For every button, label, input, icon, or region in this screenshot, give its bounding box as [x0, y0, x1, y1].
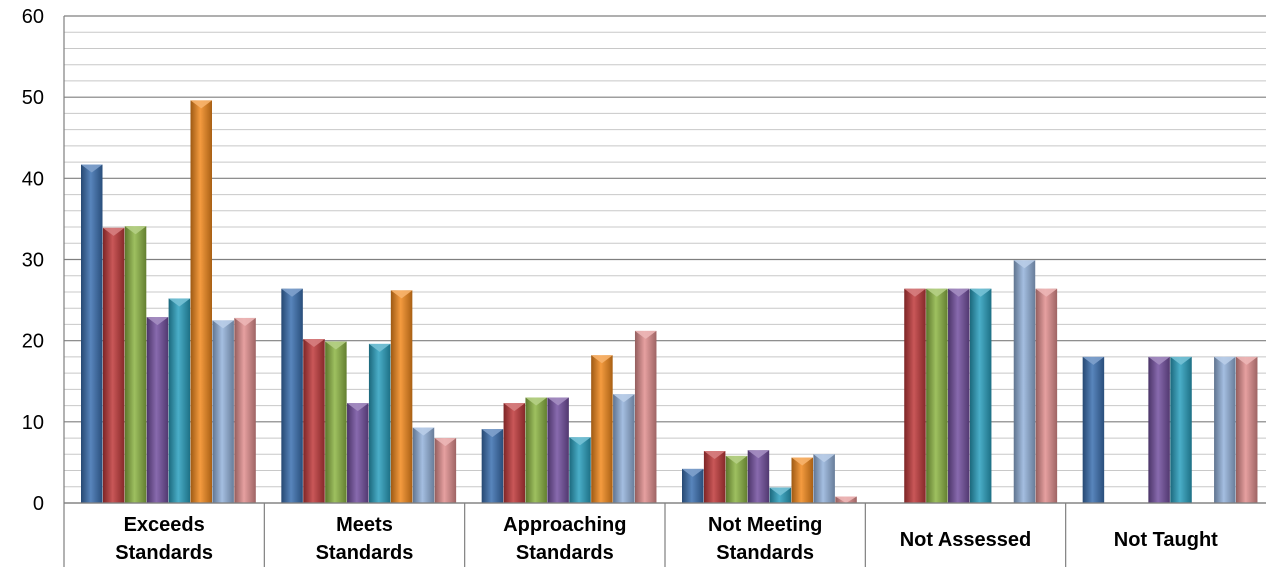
- bar: [569, 437, 591, 503]
- bar: [703, 451, 726, 503]
- bar: [769, 487, 792, 503]
- x-category-label: Not Meeting Standards: [708, 514, 822, 564]
- y-tick-label: 40: [22, 168, 44, 190]
- bar: [525, 397, 547, 503]
- bar: [1235, 356, 1258, 503]
- bar: [503, 403, 526, 503]
- bar: [1170, 356, 1192, 503]
- x-category-label: Approaching Standards: [503, 514, 626, 564]
- bar: [368, 343, 391, 503]
- bar: [969, 288, 992, 503]
- bar: [1148, 356, 1170, 503]
- bar: [682, 468, 704, 503]
- bar: [234, 317, 256, 503]
- bar: [481, 429, 504, 503]
- bar: [1035, 288, 1058, 503]
- y-tick-label: 0: [33, 493, 44, 515]
- bar: [1082, 356, 1105, 503]
- bar: [303, 339, 325, 503]
- bar: [591, 355, 613, 503]
- y-tick-label: 10: [22, 412, 44, 434]
- x-category-label: Not Taught: [1114, 529, 1218, 551]
- y-axis-ticks: 0 10 20 30 40 50 60: [22, 6, 44, 515]
- bar: [190, 100, 212, 503]
- bar: [1214, 356, 1236, 503]
- bar: [1013, 260, 1036, 503]
- bar: [835, 496, 857, 503]
- bar: [613, 394, 635, 503]
- bar: [813, 454, 835, 503]
- y-tick-label: 20: [22, 331, 44, 353]
- x-category-label: Meets Standards: [316, 514, 414, 564]
- axes-group: [63, 16, 1266, 567]
- x-category-label: Not Assessed: [900, 529, 1032, 551]
- bar: [926, 288, 948, 503]
- bar: [434, 438, 457, 503]
- bar: [212, 320, 234, 503]
- y-tick-label: 60: [22, 6, 44, 28]
- bar: [948, 288, 970, 503]
- y-tick-label: 30: [22, 250, 44, 272]
- x-category-label: Exceeds Standards: [115, 514, 213, 564]
- bar: [390, 290, 413, 503]
- bars-group: [81, 100, 1258, 503]
- bar: [168, 298, 191, 503]
- bar: [725, 455, 748, 503]
- bar: [146, 317, 169, 503]
- bar: [347, 403, 369, 503]
- bar: [747, 450, 770, 503]
- bar: [325, 341, 347, 503]
- bar: [547, 397, 569, 503]
- minor-gridlines: [64, 31, 1266, 488]
- x-axis-category-labels: Exceeds Standards Meets Standards Approachin…: [115, 514, 1218, 564]
- bar: [634, 330, 657, 503]
- y-tick-label: 50: [22, 87, 44, 109]
- bar: [412, 427, 435, 503]
- bar: [904, 288, 926, 503]
- bar: [791, 457, 813, 503]
- bar: [102, 227, 125, 503]
- bar: [81, 164, 103, 503]
- bar: [124, 226, 147, 503]
- bar: [281, 288, 303, 503]
